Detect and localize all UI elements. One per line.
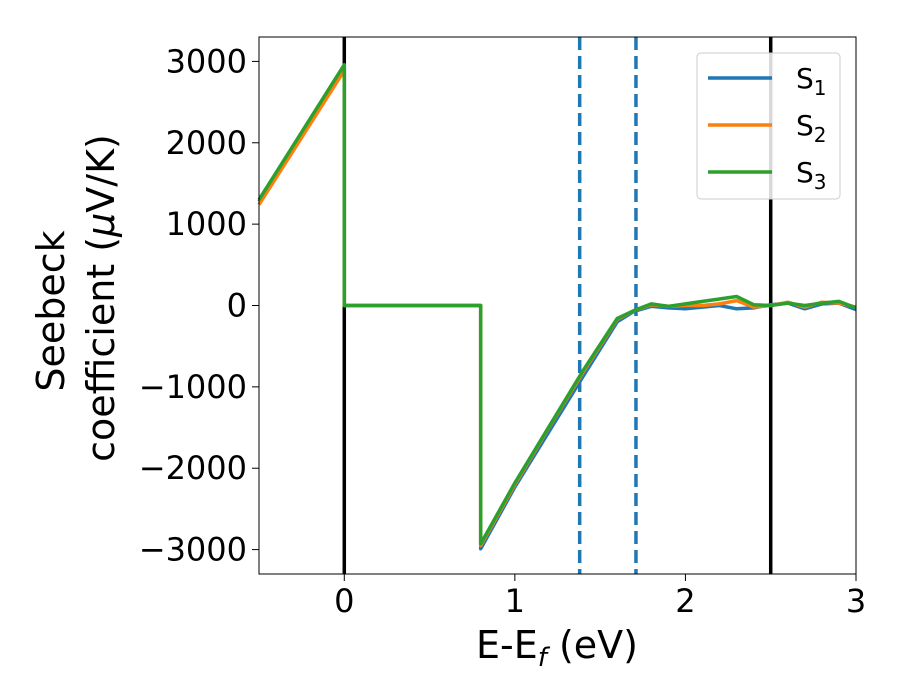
y-tick-label: −3000 [139, 531, 247, 569]
legend-label-s1: S1 [796, 62, 827, 100]
y-tick-label: 0 [227, 287, 247, 325]
y-tick-label: −2000 [139, 449, 247, 487]
x-tick-label: 2 [675, 582, 695, 620]
x-tick-label: 0 [334, 582, 354, 620]
y-tick-label: 3000 [166, 42, 247, 80]
legend-label-s3: S3 [796, 156, 827, 194]
legend-label-s2: S2 [796, 109, 827, 147]
x-tick-label: 3 [846, 582, 866, 620]
x-axis-ticks: 0 1 2 3 [334, 574, 866, 620]
series-layer [257, 62, 857, 551]
y-tick-label: 1000 [166, 205, 247, 243]
series-line-s3 [257, 62, 857, 546]
y-tick-label: 2000 [166, 124, 247, 162]
x-tick-label: 1 [505, 582, 525, 620]
y-axis-title-line1: Seebeck [29, 230, 73, 391]
y-axis-ticks: 3000 2000 1000 0 −1000 −2000 −3000 [139, 42, 259, 569]
y-axis-title-line2: coefficient (μV/K) [79, 134, 123, 462]
legend: S1 S2 S3 [696, 52, 841, 200]
y-tick-label: −1000 [139, 368, 247, 406]
x-axis-title: E-Ef (eV) [476, 623, 638, 673]
